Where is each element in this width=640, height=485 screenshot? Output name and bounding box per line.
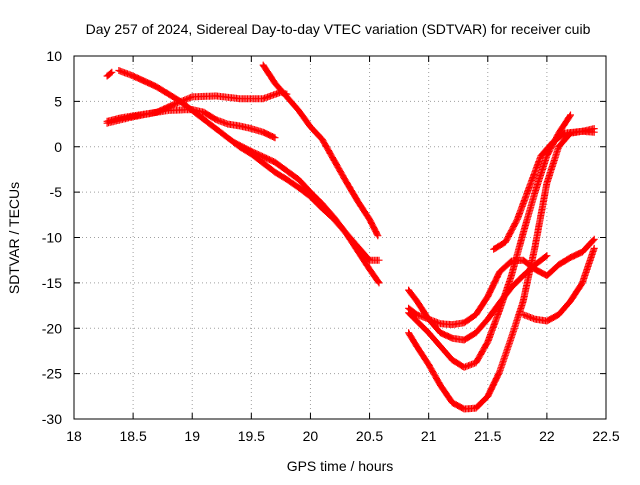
x-tick-label: 18	[66, 428, 82, 444]
series-markers	[490, 125, 598, 253]
y-tick-label: 10	[46, 48, 62, 64]
x-tick-label: 19	[184, 428, 200, 444]
y-tick-label: -10	[42, 230, 62, 246]
series-markers	[405, 127, 598, 413]
y-tick-label: -25	[42, 366, 62, 382]
series-track-5	[230, 138, 383, 287]
series-track-1	[103, 68, 116, 80]
x-axis-label: GPS time / hours	[287, 458, 394, 474]
series-track-6	[259, 61, 382, 240]
grid-layer	[74, 56, 606, 419]
y-tick-label: -15	[42, 275, 62, 291]
series-track-10	[405, 111, 574, 371]
series-track-11	[490, 125, 598, 253]
x-tick-label: 18.5	[119, 428, 146, 444]
series-track-9	[405, 127, 598, 413]
x-tick-label: 20.5	[356, 428, 383, 444]
y-tick-label: -30	[42, 411, 62, 427]
x-tick-label: 20	[303, 428, 319, 444]
series-track-4	[103, 88, 291, 127]
series-markers	[259, 61, 382, 240]
y-tick-label: 0	[54, 139, 62, 155]
x-tick-label: 21.5	[474, 428, 501, 444]
x-tick-label: 19.5	[238, 428, 265, 444]
x-tick-label: 22	[539, 428, 555, 444]
x-tick-label: 22.5	[592, 428, 619, 444]
x-tick-label: 21	[421, 428, 437, 444]
series-markers	[230, 138, 383, 287]
series-markers	[519, 244, 598, 325]
y-tick-label: -20	[42, 320, 62, 336]
tick-layer: 18 18.5 19 19.5 20 20.5 21 21.5 22 22.5 10 5 0 -5 -10 -…	[42, 48, 620, 444]
y-tick-label: -5	[50, 184, 63, 200]
chart-title: Day 257 of 2024, Sidereal Day-to-day VTE…	[86, 21, 591, 37]
series-track-12	[519, 244, 598, 325]
series-markers	[103, 68, 116, 80]
series-markers	[405, 111, 574, 371]
series-markers	[103, 88, 291, 127]
y-axis-label: SDTVAR / TECUs	[6, 182, 22, 294]
y-tick-label: 5	[54, 93, 62, 109]
data-layer	[103, 61, 598, 413]
